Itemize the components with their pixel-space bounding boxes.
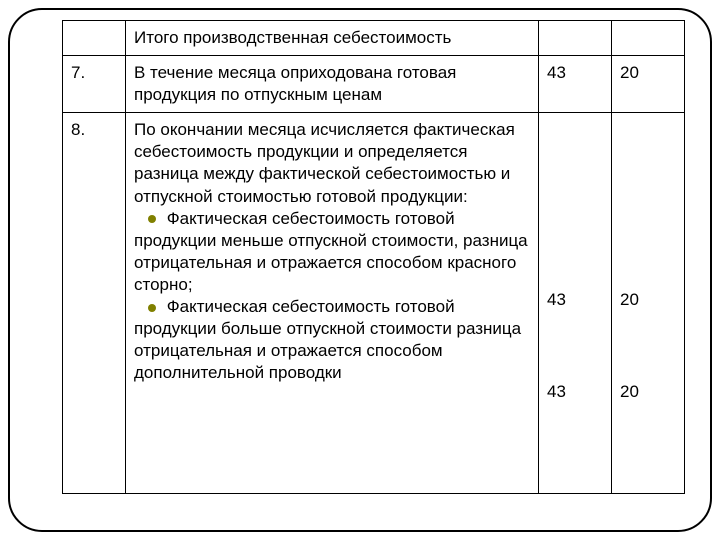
credit-cell: 20 20	[612, 113, 685, 494]
credit-value: 20	[620, 289, 676, 311]
row-number: 8.	[63, 113, 126, 494]
intro-text: По окончании месяца исчисляется фактичес…	[134, 120, 515, 205]
cell-empty	[63, 21, 126, 56]
row-number: 7.	[63, 56, 126, 113]
cost-table: Итого производственная себестоимость 7. …	[62, 20, 685, 494]
bullet-text: Фактическая себестоимость готовой продук…	[134, 297, 521, 382]
table-row: 8. По окончании месяца исчисляется факти…	[63, 113, 685, 494]
row-desc: В течение месяца оприходована готовая пр…	[126, 56, 539, 113]
bullet-icon	[148, 304, 156, 312]
row-desc: По окончании месяца исчисляется фактичес…	[126, 113, 539, 494]
debit-cell: 43 43	[539, 113, 612, 494]
table-row: 7. В течение месяца оприходована готовая…	[63, 56, 685, 113]
cell-empty	[539, 21, 612, 56]
table-row: Итого производственная себестоимость	[63, 21, 685, 56]
debit-value: 43	[547, 289, 603, 311]
debit-cell: 43	[539, 56, 612, 113]
header-cell: Итого производственная себестоимость	[126, 21, 539, 56]
debit-value: 43	[547, 381, 603, 403]
bullet-icon	[148, 215, 156, 223]
cell-empty	[612, 21, 685, 56]
credit-value: 20	[620, 381, 676, 403]
credit-cell: 20	[612, 56, 685, 113]
bullet-text: Фактическая себестоимость готовой продук…	[134, 209, 528, 294]
